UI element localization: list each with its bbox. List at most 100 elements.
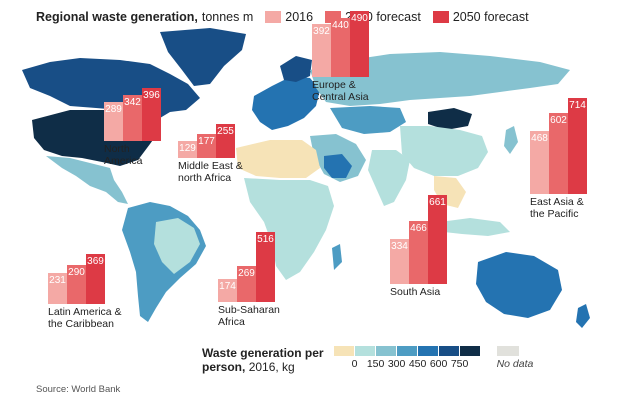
bar-middle-east-north-africa-2050: 255	[216, 124, 235, 158]
per-person-swatch-2	[375, 346, 396, 356]
map-mexico	[46, 156, 128, 204]
per-person-legend-subtitle-bold: person,	[202, 360, 246, 374]
bar-south-asia-2016: 334	[390, 239, 409, 284]
map-subsaharan-africa	[244, 178, 334, 280]
region-label-east-asia-pacific: East Asia & the Pacific	[530, 196, 584, 220]
region-bars-east-asia-pacific: 468 602 714	[530, 98, 587, 194]
region-label-latin-america-caribbean: Latin America & the Caribbean	[48, 306, 122, 330]
region-middle-east-north-africa: 129 177 255 Middle East & north Africa	[178, 124, 243, 184]
bar-value-south-asia-2030: 466	[410, 223, 427, 234]
bar-value-east-asia-pacific-2030: 602	[550, 115, 567, 126]
per-person-swatch-6	[459, 346, 480, 356]
bar-europe-central-asia-2030: 440	[331, 18, 350, 77]
bar-south-asia-2050: 661	[428, 195, 447, 284]
bar-middle-east-north-africa-2030: 177	[197, 134, 216, 158]
per-person-tick-labels: 0 150 300 450 600 750	[334, 356, 481, 370]
region-north-america: 289 342 396 North America	[104, 88, 161, 167]
per-person-swatch-4	[417, 346, 438, 356]
per-person-swatches	[333, 346, 481, 356]
map-central-asia	[330, 106, 406, 134]
bar-east-asia-pacific-2016: 468	[530, 131, 549, 194]
map-scandinavia	[280, 56, 312, 82]
map-mongolia	[428, 108, 472, 130]
source-note: Source: World Bank	[36, 384, 121, 395]
bar-south-asia-2030: 466	[409, 221, 428, 284]
chart-header: Regional waste generation, tonnes m 2016…	[36, 8, 529, 26]
map-europe	[252, 76, 320, 130]
bar-value-sub-saharan-africa-2016: 174	[219, 281, 236, 292]
bar-value-north-america-2016: 289	[105, 104, 122, 115]
bar-value-middle-east-north-africa-2050: 255	[217, 126, 234, 137]
map-australia	[476, 252, 562, 318]
map-north-africa	[236, 140, 320, 178]
per-person-tick-3: 450	[408, 358, 427, 370]
map-madagascar	[332, 244, 342, 270]
bar-latin-america-caribbean-2016: 231	[48, 273, 67, 304]
bar-middle-east-north-africa-2016: 129	[178, 141, 197, 158]
bar-north-america-2030: 342	[123, 95, 142, 141]
per-person-tick-1: 150	[366, 358, 385, 370]
map-india	[368, 150, 410, 206]
legend-item-2016: 2016	[265, 10, 313, 24]
region-bars-latin-america-caribbean: 231 290 369	[48, 254, 105, 304]
per-person-tick-4: 600	[429, 358, 448, 370]
legend-swatch-2016	[265, 11, 282, 23]
bar-value-latin-america-caribbean-2030: 290	[68, 267, 85, 278]
map-indonesia	[440, 218, 510, 236]
bar-sub-saharan-africa-2050: 516	[256, 232, 275, 302]
region-label-sub-saharan-africa: Sub-Saharan Africa	[218, 304, 280, 328]
per-person-swatch-5	[438, 346, 459, 356]
bar-europe-central-asia-2016: 392	[312, 24, 331, 77]
legend-label-2016: 2016	[285, 10, 314, 24]
bar-europe-central-asia-2050: 490	[350, 11, 369, 77]
region-europe-central-asia: 392 440 490 Europe & Central Asia	[312, 11, 369, 103]
per-person-tick-0: 0	[351, 358, 358, 370]
bar-value-south-asia-2050: 661	[429, 197, 446, 208]
region-bars-north-america: 289 342 396	[104, 88, 161, 141]
per-person-swatch-1	[354, 346, 375, 356]
per-person-swatch-3	[396, 346, 417, 356]
per-person-swatch-0	[333, 346, 354, 356]
map-japan	[504, 126, 518, 154]
bar-value-east-asia-pacific-2050: 714	[569, 100, 586, 111]
region-label-middle-east-north-africa: Middle East & north Africa	[178, 160, 243, 184]
bar-north-america-2016: 289	[104, 102, 123, 141]
per-person-legend-subtitle-row: person, 2016, kg	[202, 360, 324, 374]
bar-value-north-america-2030: 342	[124, 97, 141, 108]
map-china	[400, 126, 488, 176]
per-person-legend-title-block: Waste generation per person, 2016, kg	[202, 346, 324, 374]
per-person-legend-title: Waste generation per	[202, 346, 324, 360]
region-bars-sub-saharan-africa: 174 269 516	[218, 232, 275, 302]
no-data-label: No data	[496, 358, 534, 370]
bar-value-europe-central-asia-2050: 490	[351, 13, 368, 24]
region-bars-middle-east-north-africa: 129 177 255	[178, 124, 235, 158]
bar-value-europe-central-asia-2030: 440	[332, 20, 349, 31]
bar-value-europe-central-asia-2016: 392	[313, 26, 330, 37]
bar-sub-saharan-africa-2016: 174	[218, 279, 237, 302]
legend-swatch-2050	[432, 11, 449, 23]
chart-unit: tonnes m	[201, 10, 254, 24]
map-saudi	[324, 154, 352, 178]
bar-value-middle-east-north-africa-2016: 129	[179, 143, 196, 154]
region-latin-america-caribbean: 231 290 369 Latin America & the Caribbean	[48, 254, 122, 330]
per-person-color-scale: 0 150 300 450 600 750	[333, 346, 481, 370]
per-person-legend-subtitle: 2016, kg	[248, 360, 295, 374]
per-person-tick-2: 300	[387, 358, 406, 370]
world-map-svg	[22, 28, 590, 328]
bar-value-latin-america-caribbean-2016: 231	[49, 275, 66, 286]
legend-item-2050: 2050 forecast	[432, 10, 529, 24]
no-data-legend: No data	[496, 346, 534, 370]
region-label-south-asia: South Asia	[390, 286, 441, 298]
region-label-north-america: North America	[104, 143, 143, 167]
bar-east-asia-pacific-2030: 602	[549, 113, 568, 194]
bar-north-america-2050: 396	[142, 88, 161, 141]
map-brazil	[154, 218, 200, 274]
no-data-swatch	[496, 346, 519, 356]
bar-sub-saharan-africa-2030: 269	[237, 266, 256, 302]
bar-value-south-asia-2016: 334	[391, 241, 408, 252]
bar-value-middle-east-north-africa-2030: 177	[198, 136, 215, 147]
bar-value-north-america-2050: 396	[143, 90, 160, 101]
world-map	[10, 26, 610, 342]
legend-label-2050: 2050 forecast	[452, 10, 529, 24]
